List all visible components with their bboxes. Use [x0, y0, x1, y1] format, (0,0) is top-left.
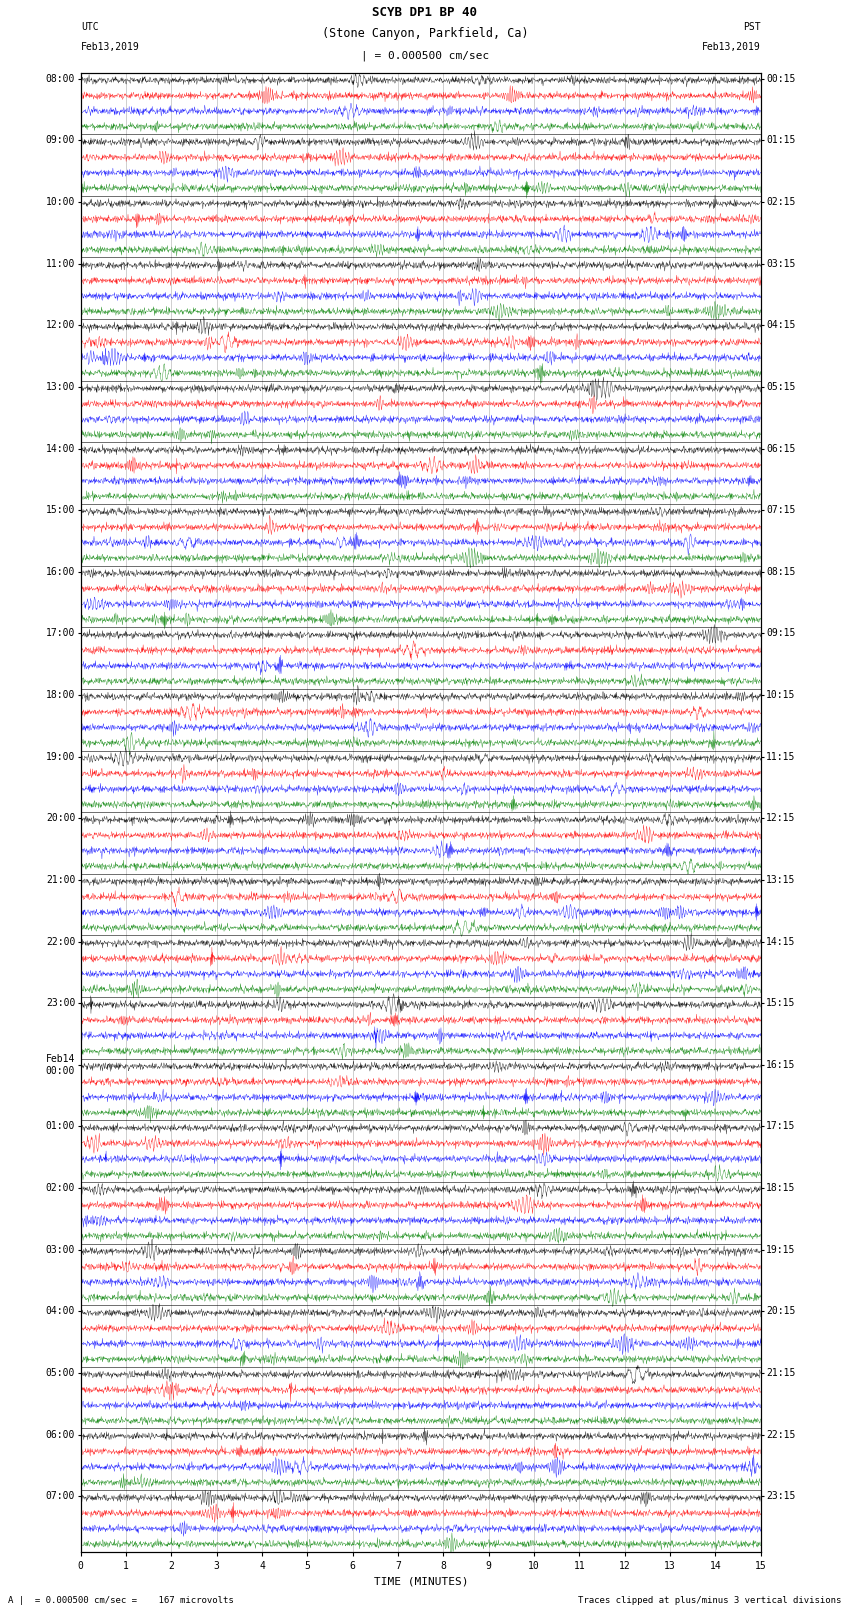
Text: | = 0.000500 cm/sec: | = 0.000500 cm/sec: [361, 50, 489, 61]
Text: SCYB DP1 BP 40: SCYB DP1 BP 40: [372, 6, 478, 19]
Text: A |  = 0.000500 cm/sec =    167 microvolts: A | = 0.000500 cm/sec = 167 microvolts: [8, 1595, 235, 1605]
Text: (Stone Canyon, Parkfield, Ca): (Stone Canyon, Parkfield, Ca): [321, 27, 529, 40]
Text: Feb13,2019: Feb13,2019: [702, 42, 761, 52]
Text: Traces clipped at plus/minus 3 vertical divisions: Traces clipped at plus/minus 3 vertical …: [578, 1595, 842, 1605]
Text: PST: PST: [743, 23, 761, 32]
Text: Feb13,2019: Feb13,2019: [81, 42, 139, 52]
Text: UTC: UTC: [81, 23, 99, 32]
X-axis label: TIME (MINUTES): TIME (MINUTES): [373, 1576, 468, 1586]
